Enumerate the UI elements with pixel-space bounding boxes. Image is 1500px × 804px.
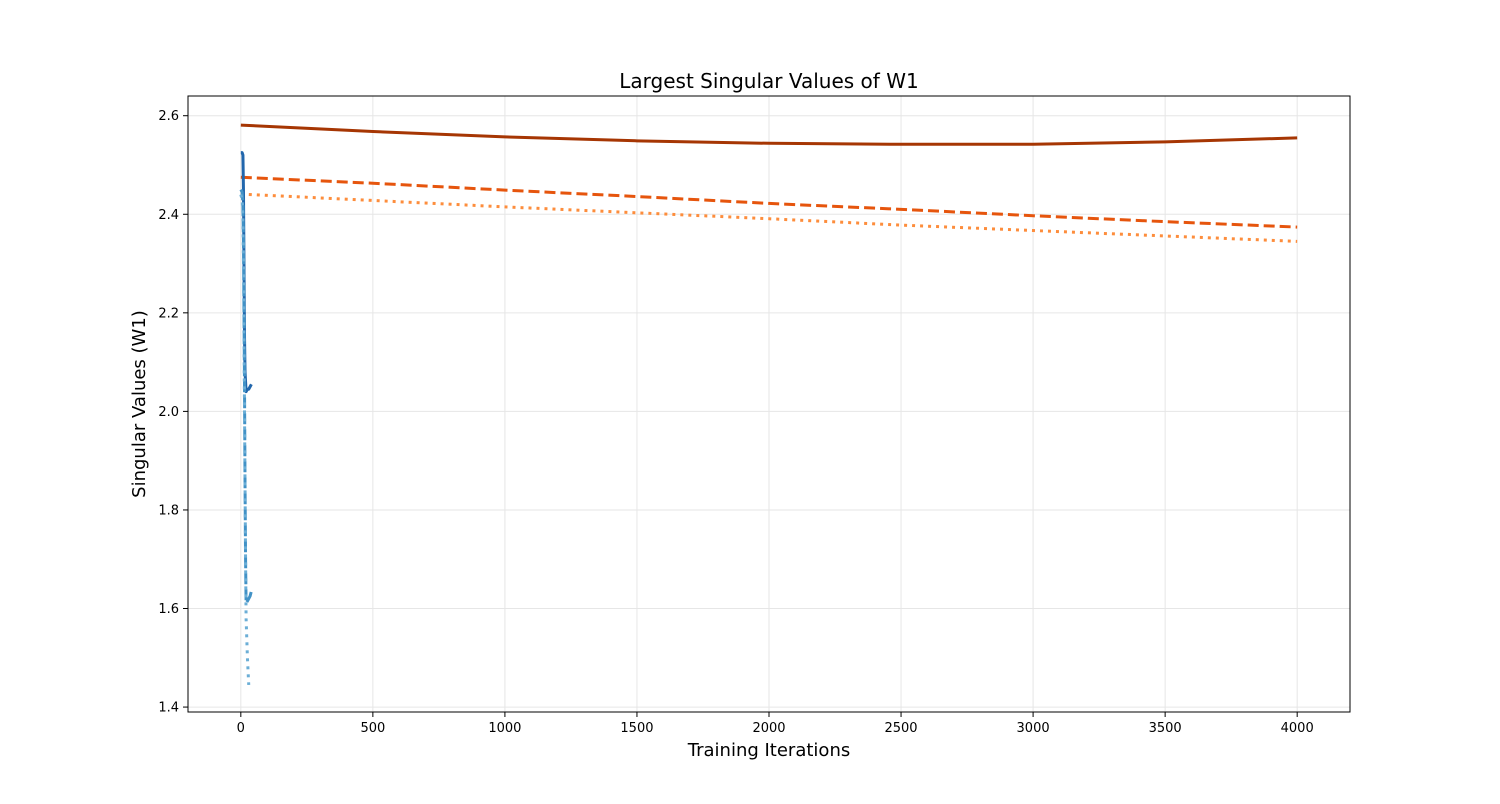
- x-tick-label: 2000: [752, 721, 785, 736]
- tick-layer: 0 500 1000 1500 2000 2500 3000 3500 4000 1.4 1.6 1.…: [158, 109, 1313, 736]
- y-tick-label: 2.4: [158, 208, 179, 223]
- x-tick-label: 3500: [1149, 721, 1182, 736]
- series-line-6: [239, 194, 251, 685]
- series-line-2: [240, 175, 1298, 229]
- y-tick-label: 2.0: [158, 405, 179, 420]
- x-tick-label: 500: [360, 721, 385, 736]
- chart-title: Largest Singular Values of W1: [619, 69, 918, 93]
- y-tick-label: 2.2: [158, 306, 179, 321]
- x-tick-label: 3000: [1017, 721, 1050, 736]
- x-tick-label: 2500: [884, 721, 917, 736]
- y-tick-label: 2.6: [158, 109, 179, 124]
- x-tick-label: 1000: [488, 721, 521, 736]
- x-axis-label: Training Iterations: [687, 740, 850, 761]
- series-line-3: [240, 192, 1298, 243]
- y-tick-label: 1.6: [158, 602, 179, 617]
- x-tick-label: 1500: [620, 721, 653, 736]
- x-tick-label: 0: [237, 721, 245, 736]
- series-line-1: [240, 123, 1298, 146]
- y-tick-label: 1.8: [158, 503, 179, 518]
- x-tick-label: 4000: [1281, 721, 1314, 736]
- y-axis-label: Singular Values (W1): [129, 310, 150, 498]
- series-layer: [239, 123, 1298, 685]
- grid-layer: [188, 96, 1350, 712]
- y-tick-label: 1.4: [158, 701, 179, 716]
